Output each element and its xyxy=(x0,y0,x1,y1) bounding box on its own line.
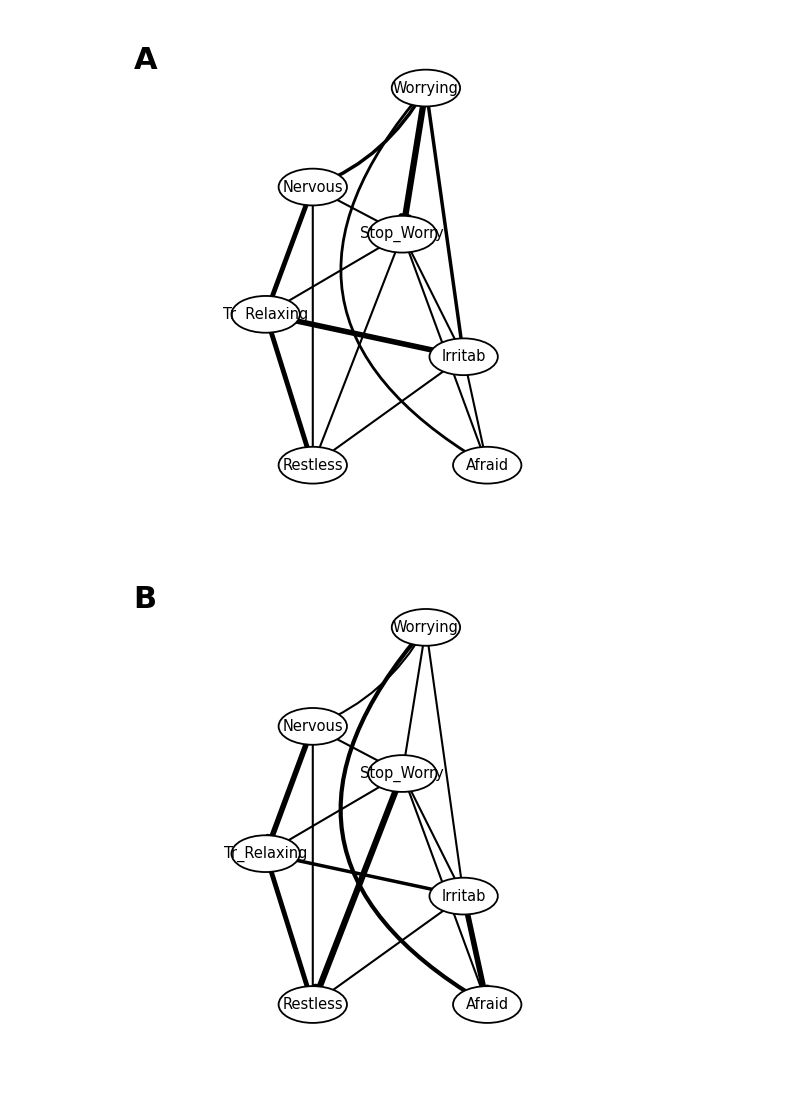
Ellipse shape xyxy=(231,296,300,333)
Text: Irritab: Irritab xyxy=(442,349,486,365)
Text: Worrying: Worrying xyxy=(393,80,459,96)
Text: Restless: Restless xyxy=(282,457,343,473)
Ellipse shape xyxy=(278,986,347,1023)
Text: Stop_Worry: Stop_Worry xyxy=(361,226,444,242)
Ellipse shape xyxy=(368,755,437,792)
Ellipse shape xyxy=(278,169,347,205)
Text: Tr_Relaxing: Tr_Relaxing xyxy=(224,845,307,862)
Ellipse shape xyxy=(430,338,498,375)
Text: Stop_Worry: Stop_Worry xyxy=(361,766,444,781)
Ellipse shape xyxy=(453,986,522,1023)
Text: Restless: Restless xyxy=(282,997,343,1012)
Text: B: B xyxy=(134,585,157,614)
Ellipse shape xyxy=(368,216,437,252)
Ellipse shape xyxy=(278,707,347,745)
Ellipse shape xyxy=(278,446,347,484)
Ellipse shape xyxy=(430,877,498,915)
Text: Nervous: Nervous xyxy=(282,180,343,195)
Ellipse shape xyxy=(392,609,460,646)
Text: Afraid: Afraid xyxy=(466,457,509,473)
Ellipse shape xyxy=(392,69,460,107)
Text: Nervous: Nervous xyxy=(282,719,343,734)
Text: A: A xyxy=(134,45,158,75)
Text: Tr  Relaxing: Tr Relaxing xyxy=(223,306,308,322)
Ellipse shape xyxy=(453,446,522,484)
Ellipse shape xyxy=(231,835,300,872)
Text: Irritab: Irritab xyxy=(442,888,486,904)
Text: Afraid: Afraid xyxy=(466,997,509,1012)
Text: Worrying: Worrying xyxy=(393,619,459,635)
